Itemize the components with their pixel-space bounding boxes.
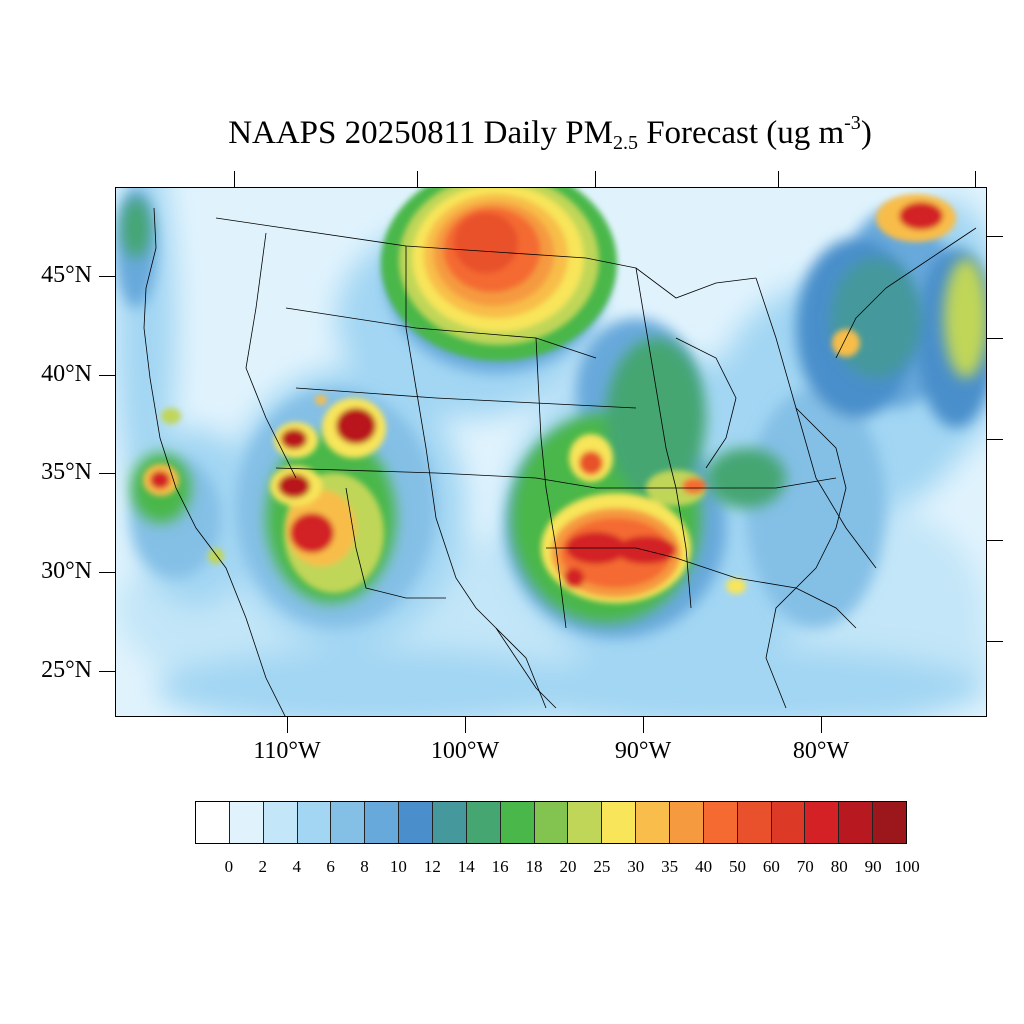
colorbar-swatch [263,802,298,843]
bottom-tick [643,717,644,733]
colorbar-label: 10 [389,857,407,876]
colorbar-label: 40 [695,857,713,876]
title-subscript: 2.5 [612,132,638,154]
top-tick [778,171,779,187]
right-tick [987,439,1003,440]
colorbar-swatch [297,802,332,843]
bottom-tick [287,717,288,733]
colorbar-label: 2 [258,857,268,876]
right-tick [987,641,1003,642]
colorbar-swatch [331,802,366,843]
colorbar-swatch [737,802,772,843]
colorbar-swatch [433,802,467,843]
colorbar-swatch [196,802,230,843]
lat-label-30: 30°N [41,558,92,584]
colorbar-swatch [534,802,569,843]
lat-label-45: 45°N [41,262,92,288]
colorbar-label: 18 [525,857,543,876]
colorbar-swatch [670,802,704,843]
colorbar-label: 35 [661,857,679,876]
top-tick [595,171,596,187]
top-tick [975,171,976,187]
colorbar-label: 90 [864,857,882,876]
title-superscript: -3 [844,112,861,134]
left-tick [99,276,115,277]
lon-label-80w: 80°W [792,738,850,764]
lon-label-90w: 90°W [614,738,672,764]
left-tick [99,671,115,672]
colorbar-swatch [229,802,264,843]
map-canvas [116,188,986,716]
right-tick [987,540,1003,541]
colorbar-label: 14 [457,857,475,876]
top-tick [234,171,235,187]
colorbar-swatch [771,802,806,843]
colorbar-swatch [839,802,874,843]
lon-label-110w: 110°W [253,738,321,764]
colorbar-label: 100 [894,857,920,876]
lat-label-40: 40°N [41,361,92,387]
colorbar-swatch [365,802,400,843]
bottom-tick [465,717,466,733]
colorbar-swatch [703,802,738,843]
left-tick [99,572,115,573]
northern-plume [381,188,617,361]
southern-hotspot [541,329,860,603]
colorbar [195,801,907,844]
top-tick [417,171,418,187]
left-tick [99,375,115,376]
colorbar-swatch [636,802,671,843]
pm25-map [115,187,987,717]
lat-label-35: 35°N [41,459,92,485]
bottom-tick [821,717,822,733]
colorbar-label: 50 [728,857,746,876]
right-tick [987,338,1003,339]
colorbar-label: 70 [796,857,814,876]
colorbar-label: 25 [593,857,611,876]
colorbar-swatch [399,802,434,843]
lon-label-100w: 100°W [430,738,500,764]
colorbar-label: 12 [423,857,441,876]
colorbar-swatch [568,802,603,843]
colorbar-label: 0 [224,857,234,876]
colorbar-swatch [873,802,907,843]
right-tick [987,236,1003,237]
lat-label-25: 25°N [41,657,92,683]
western-hotspots [143,194,956,593]
colorbar-label: 20 [559,857,577,876]
colorbar-label: 4 [292,857,301,876]
colorbar-label: 16 [491,857,509,876]
colorbar-label: 60 [762,857,780,876]
left-tick [99,473,115,474]
colorbar-label: 30 [627,857,645,876]
colorbar-label: 8 [360,857,369,876]
colorbar-swatch [602,802,637,843]
colorbar-swatch [500,802,535,843]
map-title: NAAPS 20250811 Daily PM2.5 Forecast (ug … [228,112,872,154]
boundaries [143,207,977,716]
colorbar-label: 6 [326,857,335,876]
colorbar-swatch [466,802,501,843]
colorbar-label: 80 [830,857,848,876]
colorbar-swatch [805,802,840,843]
